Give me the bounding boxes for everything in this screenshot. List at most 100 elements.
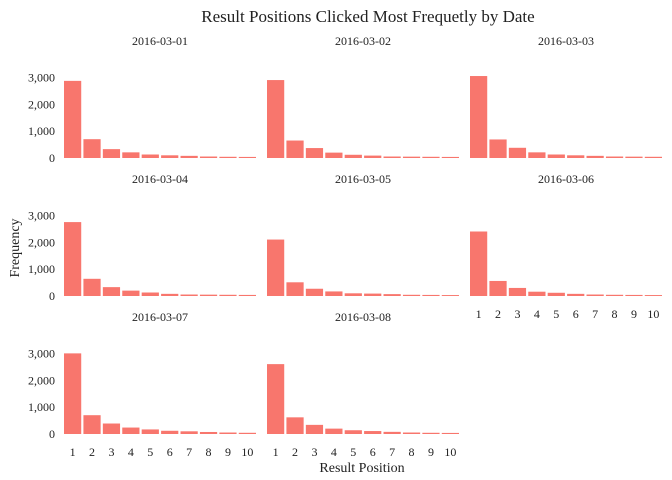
x-tick-label: 4 <box>534 307 540 321</box>
facet-panel-2016-03-07: 2016-03-07 0 1,000 2,000 3,000 1 2 3 4 5 6 7 8 9 10 <box>28 310 256 459</box>
x-tick-label: 8 <box>409 445 415 459</box>
bar-position-1 <box>64 80 82 158</box>
y-tick-label: 0 <box>49 289 55 303</box>
x-tick-label: 2 <box>89 445 95 459</box>
bar-position-6 <box>364 155 382 158</box>
y-tick-label: 1,000 <box>28 262 55 276</box>
bar-position-7 <box>383 431 401 434</box>
x-tick-label: 9 <box>631 307 637 321</box>
bar-position-10 <box>644 295 662 296</box>
bar-position-8 <box>199 294 218 296</box>
bar-position-8 <box>199 431 218 434</box>
bar-position-5 <box>547 292 565 296</box>
bar-position-3 <box>508 287 527 296</box>
bar-position-8 <box>402 294 421 296</box>
bar-position-5 <box>344 430 362 434</box>
y-tick-label: 2,000 <box>28 373 55 387</box>
bar-position-4 <box>122 290 140 296</box>
bar-position-4 <box>122 152 140 158</box>
bar-position-6 <box>567 293 585 296</box>
bar-position-7 <box>383 156 401 158</box>
bar-position-9 <box>219 156 237 158</box>
bar-position-8 <box>402 432 421 434</box>
x-tick-label: 7 <box>592 307 598 321</box>
bar-position-3 <box>102 287 121 296</box>
x-tick-label: 9 <box>225 445 231 459</box>
y-tick-label: 2,000 <box>28 97 55 111</box>
x-tick-label: 10 <box>647 307 659 321</box>
x-tick-label: 4 <box>331 445 337 459</box>
bar-position-10 <box>441 432 459 434</box>
facet-panel-2016-03-04: 2016-03-04 0 1,000 2,000 3,000 <box>28 172 256 303</box>
x-tick-label: 9 <box>428 445 434 459</box>
bar-position-3 <box>102 423 121 434</box>
bar-position-10 <box>644 156 662 158</box>
bar-position-4 <box>325 291 343 296</box>
bar-position-8 <box>199 156 218 158</box>
bar-position-5 <box>141 429 159 434</box>
bar-position-3 <box>305 288 324 296</box>
bar-position-9 <box>422 294 440 296</box>
x-tick-label: 5 <box>147 445 153 459</box>
bar-position-5 <box>547 154 565 158</box>
bar-position-7 <box>180 294 198 296</box>
x-tick-label: 2 <box>292 445 298 459</box>
bar-position-1 <box>64 353 82 434</box>
bar-position-5 <box>344 293 362 296</box>
facet-strip-label: 2016-03-02 <box>335 34 391 48</box>
bar-position-5 <box>344 154 362 158</box>
y-tick-label: 1,000 <box>28 400 55 414</box>
y-tick-label: 3,000 <box>28 208 55 222</box>
bar-position-7 <box>586 155 604 158</box>
x-tick-label: 7 <box>186 445 192 459</box>
bar-position-7 <box>180 155 198 158</box>
facet-panel-2016-03-03: 2016-03-03 <box>470 34 662 158</box>
facet-panel-2016-03-01: 2016-03-01 0 1,000 2,000 3,000 <box>28 34 256 165</box>
bar-position-3 <box>305 424 324 434</box>
facet-strip-label: 2016-03-05 <box>335 172 391 186</box>
y-tick-label: 1,000 <box>28 124 55 138</box>
x-tick-label: 7 <box>389 445 395 459</box>
x-tick-label: 6 <box>167 445 173 459</box>
facet-panel-2016-03-08: 2016-03-08 1 2 3 4 5 6 7 8 9 10 <box>267 310 459 459</box>
bar-position-10 <box>441 295 459 296</box>
bar-position-3 <box>305 148 324 158</box>
x-tick-label: 8 <box>612 307 618 321</box>
x-tick-label: 6 <box>573 307 579 321</box>
bar-position-1 <box>267 364 285 434</box>
y-axis-title: Frequency <box>8 218 23 277</box>
x-tick-label: 3 <box>311 445 317 459</box>
bar-position-4 <box>325 152 343 158</box>
bar-position-4 <box>122 427 140 434</box>
bar-position-7 <box>383 294 401 296</box>
bar-position-10 <box>238 432 256 434</box>
bar-position-2 <box>286 282 304 296</box>
facet-panel-2016-03-02: 2016-03-02 <box>267 34 459 158</box>
bar-position-2 <box>83 415 101 434</box>
bar-position-2 <box>489 280 507 296</box>
bar-position-1 <box>64 222 82 296</box>
bar-position-6 <box>161 155 179 158</box>
bar-position-10 <box>238 156 256 158</box>
x-tick-label: 4 <box>128 445 134 459</box>
bar-position-9 <box>422 432 440 434</box>
x-tick-label: 3 <box>108 445 114 459</box>
bar-position-2 <box>286 417 304 434</box>
facet-strip-label: 2016-03-06 <box>538 172 594 186</box>
bar-position-4 <box>528 152 546 158</box>
x-tick-label: 6 <box>370 445 376 459</box>
facet-panel-2016-03-06: 2016-03-06 1 2 3 4 5 6 7 8 9 10 <box>470 172 662 321</box>
bar-position-6 <box>567 155 585 158</box>
bar-position-1 <box>470 76 488 158</box>
bar-position-6 <box>161 430 179 434</box>
bar-position-4 <box>325 428 343 434</box>
bar-position-10 <box>238 294 256 296</box>
bar-position-5 <box>141 292 159 296</box>
facet-strip-label: 2016-03-07 <box>132 310 188 324</box>
y-tick-label: 3,000 <box>28 70 55 84</box>
bar-position-7 <box>180 431 198 434</box>
x-axis-title: Result Position <box>319 461 404 476</box>
